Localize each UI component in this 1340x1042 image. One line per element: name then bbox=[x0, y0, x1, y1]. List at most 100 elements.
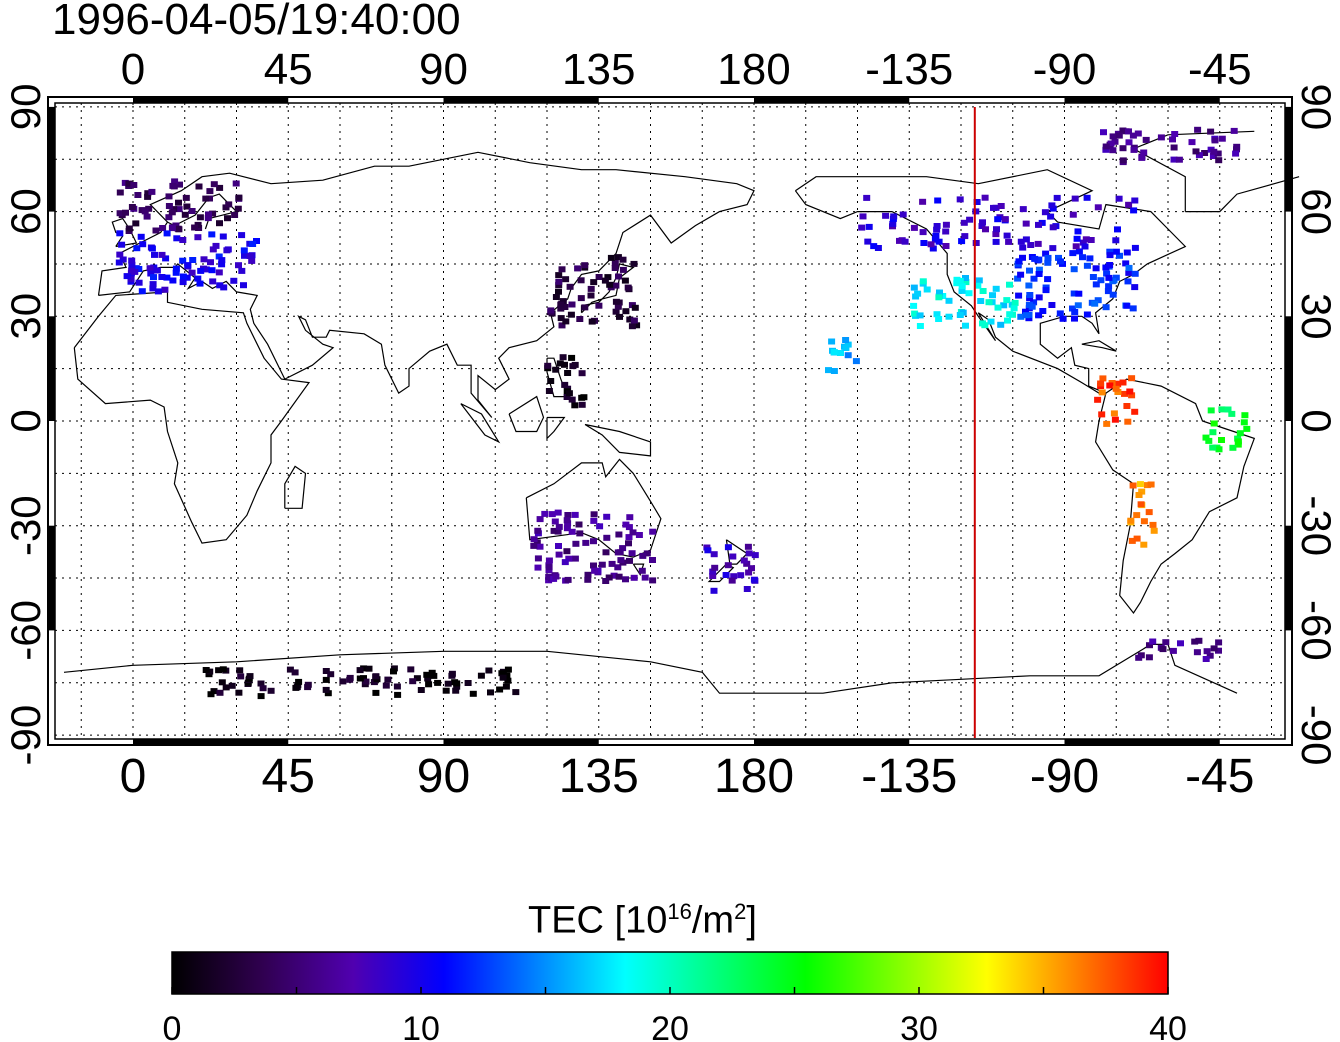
tec-observation-marker bbox=[1215, 157, 1223, 164]
tec-observation-marker bbox=[572, 540, 580, 547]
tec-observation-marker bbox=[1035, 266, 1043, 273]
top-lon-tick-label: -45 bbox=[1188, 45, 1252, 94]
tec-observation-marker bbox=[188, 269, 196, 276]
tec-observation-marker bbox=[1192, 148, 1200, 155]
frame-bar-bottom bbox=[754, 739, 910, 745]
tec-observation-marker bbox=[555, 551, 563, 558]
bottom-lon-tick-label: -135 bbox=[861, 750, 957, 803]
tec-observation-marker bbox=[743, 560, 751, 567]
frame-bar-bottom bbox=[1064, 739, 1220, 745]
tec-observation-marker bbox=[356, 675, 364, 682]
tec-observation-marker bbox=[238, 267, 246, 274]
tec-observation-marker bbox=[143, 213, 151, 220]
tec-observation-marker bbox=[545, 567, 553, 574]
timestamp-title: 1996-04-05/19:40:00 bbox=[52, 0, 461, 44]
tec-observation-marker bbox=[545, 557, 553, 564]
tec-observation-marker bbox=[194, 234, 202, 241]
tec-observation-marker bbox=[1074, 228, 1082, 235]
tec-observation-marker bbox=[1233, 143, 1241, 150]
tec-observation-marker bbox=[568, 354, 576, 361]
frame-bar-left bbox=[48, 106, 55, 212]
tec-observation-marker bbox=[1215, 446, 1223, 453]
tec-observation-marker bbox=[1243, 425, 1251, 432]
tec-observation-marker bbox=[1218, 406, 1226, 413]
tec-observation-marker bbox=[587, 285, 595, 292]
tec-observation-marker bbox=[1229, 444, 1237, 451]
tec-observation-marker bbox=[1026, 295, 1034, 302]
tec-observation-marker bbox=[216, 220, 223, 227]
tec-observation-marker bbox=[614, 549, 622, 556]
tec-observation-marker bbox=[1030, 299, 1038, 306]
tec-observation-marker bbox=[208, 231, 216, 238]
tec-observation-marker bbox=[1102, 304, 1110, 311]
tec-observation-marker bbox=[1001, 216, 1009, 223]
tec-observation-marker bbox=[424, 675, 432, 682]
tec-observation-marker bbox=[575, 521, 583, 528]
tec-observation-marker bbox=[1081, 243, 1089, 250]
tec-observation-marker bbox=[956, 312, 964, 318]
tec-observation-marker bbox=[1004, 317, 1011, 324]
colorbar: 0 10 20 30 40 bbox=[163, 951, 1187, 1042]
tec-observation-marker bbox=[215, 667, 223, 674]
tec-observation-marker bbox=[135, 266, 143, 272]
coastline-segment bbox=[284, 465, 307, 509]
tec-observation-marker bbox=[547, 378, 555, 384]
tec-observation-marker bbox=[1102, 143, 1110, 150]
tec-observation-marker bbox=[889, 220, 897, 227]
tec-observation-marker bbox=[1125, 128, 1132, 135]
tec-observation-marker bbox=[590, 511, 598, 518]
tec-observation-marker bbox=[590, 279, 598, 286]
tec-observation-marker bbox=[1091, 300, 1099, 307]
tec-observation-marker bbox=[150, 274, 157, 281]
tec-observation-marker bbox=[569, 363, 577, 370]
tec-observation-marker bbox=[496, 686, 504, 693]
tec-observation-marker bbox=[919, 229, 927, 236]
tec-observation-marker bbox=[745, 569, 753, 576]
tec-observation-marker bbox=[444, 680, 452, 687]
tec-observation-marker bbox=[624, 284, 632, 291]
tec-observation-marker bbox=[997, 203, 1005, 209]
tec-observation-marker bbox=[183, 203, 191, 210]
tec-observation-marker bbox=[130, 182, 138, 188]
frame-bar-bottom bbox=[443, 739, 599, 745]
tec-observation-marker bbox=[565, 390, 573, 397]
tec-observation-marker bbox=[556, 360, 564, 367]
tec-observation-marker bbox=[1210, 148, 1218, 155]
tec-observation-marker bbox=[151, 251, 158, 258]
bottom-lon-tick-label: 45 bbox=[262, 750, 315, 803]
tec-observation-marker bbox=[558, 266, 566, 273]
tec-observation-marker bbox=[144, 190, 152, 197]
tec-observation-marker bbox=[1129, 132, 1137, 139]
tec-observation-marker bbox=[172, 269, 180, 276]
tec-observation-marker bbox=[216, 282, 224, 289]
tec-observation-marker bbox=[1035, 256, 1043, 263]
coastline-segment bbox=[725, 539, 749, 565]
tec-observation-marker bbox=[172, 265, 180, 272]
tec-observation-marker bbox=[161, 286, 169, 293]
tec-observation-marker bbox=[1094, 204, 1102, 211]
tec-observation-marker bbox=[962, 275, 969, 281]
tec-observation-marker bbox=[184, 262, 192, 269]
tec-observation-marker bbox=[547, 307, 555, 314]
tec-observation-marker bbox=[1193, 649, 1201, 656]
tec-observation-marker bbox=[858, 224, 866, 231]
tec-observation-marker bbox=[830, 368, 838, 374]
tec-observation-marker bbox=[423, 671, 431, 678]
tec-observation-marker bbox=[534, 564, 542, 571]
tec-observation-marker bbox=[179, 273, 187, 280]
tec-observation-marker bbox=[189, 257, 197, 263]
tec-observation-marker bbox=[628, 323, 636, 330]
tec-observation-marker bbox=[614, 564, 622, 571]
tec-observation-marker bbox=[248, 257, 256, 264]
tec-observation-marker bbox=[384, 676, 392, 683]
right-lat-tick-label: -90 bbox=[1293, 705, 1340, 766]
map-frame bbox=[47, 96, 1293, 746]
tec-observation-marker bbox=[442, 687, 450, 694]
tec-observation-marker bbox=[362, 678, 370, 685]
right-lat-tick-label: 30 bbox=[1293, 293, 1340, 340]
tec-observation-marker bbox=[1157, 134, 1165, 141]
tec-observation-marker bbox=[1234, 438, 1242, 445]
coastline-segment bbox=[754, 643, 1238, 694]
tec-observation-marker bbox=[116, 251, 124, 258]
tec-observation-marker bbox=[844, 352, 852, 359]
